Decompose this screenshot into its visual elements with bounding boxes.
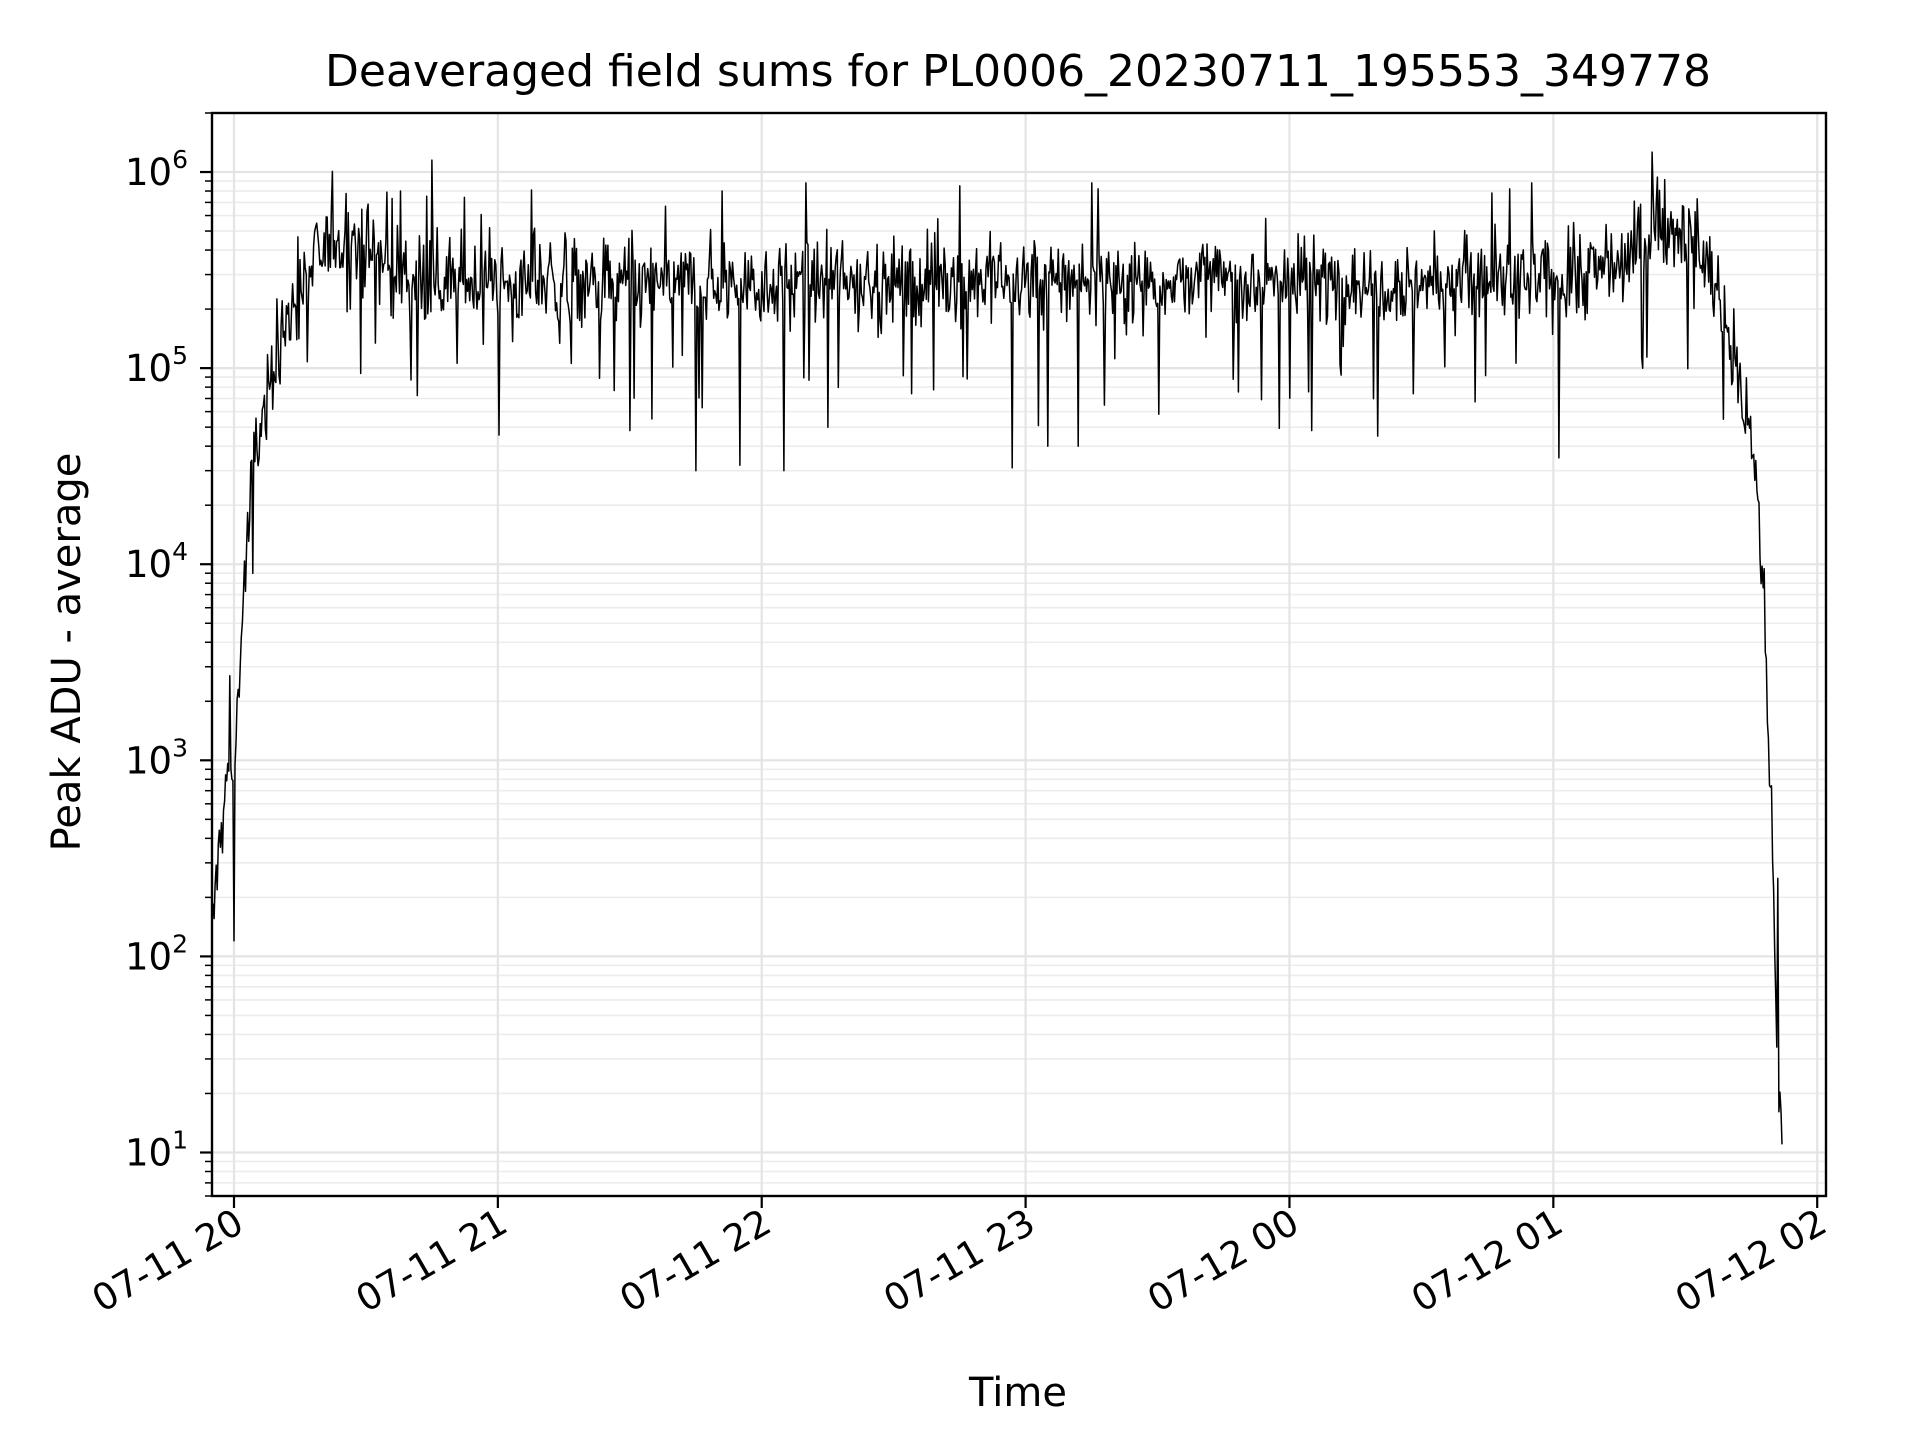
y-tick-label-base: 10: [125, 543, 172, 586]
series-layer: [211, 151, 1783, 1145]
series-line: [211, 151, 1783, 1145]
y-tick-label: 103: [125, 733, 188, 782]
y-tick-label: 102: [125, 929, 188, 978]
chart-title: Deaveraged field sums for PL0006_2023071…: [325, 46, 1711, 97]
y-tick-label: 104: [125, 537, 188, 586]
y-tick-label-base: 10: [125, 739, 172, 782]
y-tick-label: 106: [125, 145, 188, 194]
x-axis-label: Time: [968, 1370, 1067, 1416]
y-axis-label: Peak ADU - average: [44, 453, 90, 852]
y-tick-label: 101: [125, 1125, 188, 1174]
y-tick-label-base: 10: [125, 1131, 172, 1174]
plot-frame: [210, 111, 1828, 1198]
grid-layer: [212, 112, 1826, 1197]
y-tick-label-exponent: 6: [172, 145, 188, 174]
y-tick-label-exponent: 1: [172, 1125, 188, 1154]
y-tick-label-exponent: 5: [172, 341, 188, 370]
y-tick-label-base: 10: [125, 935, 172, 978]
y-tick-label-base: 10: [125, 151, 172, 194]
y-tick-label-exponent: 3: [172, 733, 188, 762]
y-tick-label: 105: [125, 341, 188, 390]
y-tick-label-exponent: 2: [172, 929, 188, 958]
y-tick-label-base: 10: [125, 347, 172, 390]
y-tick-label-exponent: 4: [172, 537, 188, 566]
